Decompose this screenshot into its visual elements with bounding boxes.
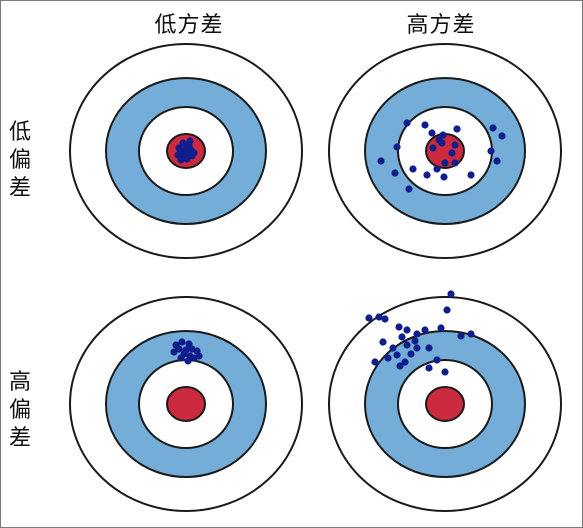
- shot-dot: [447, 290, 455, 298]
- shot-dot: [403, 119, 411, 127]
- shot-dot: [428, 129, 436, 137]
- shot-dot: [440, 173, 448, 181]
- shot-dot: [487, 147, 495, 155]
- target-high-bias-high-variance: [328, 290, 562, 512]
- column-label-low-variance: 低方差: [154, 13, 224, 38]
- row-label-low-bias-char-3: 差: [8, 176, 31, 201]
- shot-dot: [365, 314, 373, 322]
- shot-dot: [498, 132, 506, 140]
- shot-dot: [377, 157, 385, 165]
- shot-dot: [393, 143, 401, 151]
- shot-dot: [493, 157, 501, 165]
- bullseye: [166, 386, 206, 422]
- shot-dot: [170, 348, 178, 356]
- shot-dot: [411, 337, 419, 345]
- shot-dot: [391, 169, 399, 177]
- shot-dot: [425, 344, 433, 352]
- shot-dot: [433, 356, 441, 364]
- shot-dot: [403, 326, 411, 334]
- shot-dot: [401, 358, 409, 366]
- shot-dot: [435, 136, 443, 144]
- shot-dot: [453, 125, 461, 133]
- shot-dot: [413, 330, 421, 338]
- shot-dot: [439, 131, 447, 139]
- shot-dot: [421, 121, 429, 129]
- column-label-high-variance: 高方差: [406, 13, 476, 38]
- shot-dot: [467, 330, 475, 338]
- target-low-bias-high-variance: [328, 43, 562, 259]
- shot-dot: [448, 149, 456, 157]
- shot-dot: [186, 137, 194, 145]
- shot-dot: [389, 344, 397, 352]
- shot-dot: [443, 306, 451, 314]
- row-label-low-bias-char-2: 偏: [8, 148, 31, 173]
- shot-dot: [437, 324, 445, 332]
- shot-dot: [395, 323, 403, 331]
- row-label-high-bias-char-3: 差: [8, 426, 31, 451]
- shot-dot: [433, 165, 441, 173]
- shot-dot: [398, 333, 406, 341]
- target-low-bias-low-variance: [69, 43, 303, 259]
- shot-dot: [179, 139, 187, 147]
- shot-dot: [178, 338, 186, 346]
- shot-dot: [177, 156, 185, 164]
- bullseye: [425, 386, 465, 422]
- shot-dot: [441, 368, 449, 376]
- shot-dot: [403, 341, 411, 349]
- shot-dot: [413, 344, 421, 352]
- shot-dot: [381, 315, 389, 323]
- row-label-high-bias-char-2: 偏: [8, 398, 31, 423]
- shot-dot: [451, 141, 459, 149]
- row-label-high-bias: 高 偏 差: [7, 369, 33, 453]
- shot-dot: [379, 338, 387, 346]
- shot-dot: [489, 124, 497, 132]
- row-label-low-bias-char-1: 低: [8, 120, 31, 145]
- shot-dot: [371, 358, 379, 366]
- shot-dot: [467, 171, 475, 179]
- shot-dot: [451, 159, 459, 167]
- shot-dot: [425, 364, 433, 372]
- shot-dot: [405, 185, 413, 193]
- shot-dot: [183, 155, 191, 163]
- shot-dot: [441, 159, 449, 167]
- shot-dot: [393, 351, 401, 359]
- shot-dot: [409, 165, 417, 173]
- row-label-high-bias-char-1: 高: [8, 370, 31, 395]
- shot-dot: [396, 362, 404, 370]
- shot-dot: [457, 332, 465, 340]
- shot-dot: [184, 357, 192, 365]
- shot-dot: [177, 354, 185, 362]
- target-high-bias-low-variance: [69, 296, 303, 512]
- shot-dot: [421, 326, 429, 334]
- row-label-low-bias: 低 偏 差: [7, 119, 33, 203]
- shot-dot: [375, 313, 383, 321]
- shot-dot: [429, 144, 437, 152]
- shot-dot: [190, 149, 198, 157]
- shot-dot: [384, 354, 392, 362]
- shot-dot: [407, 350, 415, 358]
- shot-dot: [423, 171, 431, 179]
- shot-dot: [195, 352, 203, 360]
